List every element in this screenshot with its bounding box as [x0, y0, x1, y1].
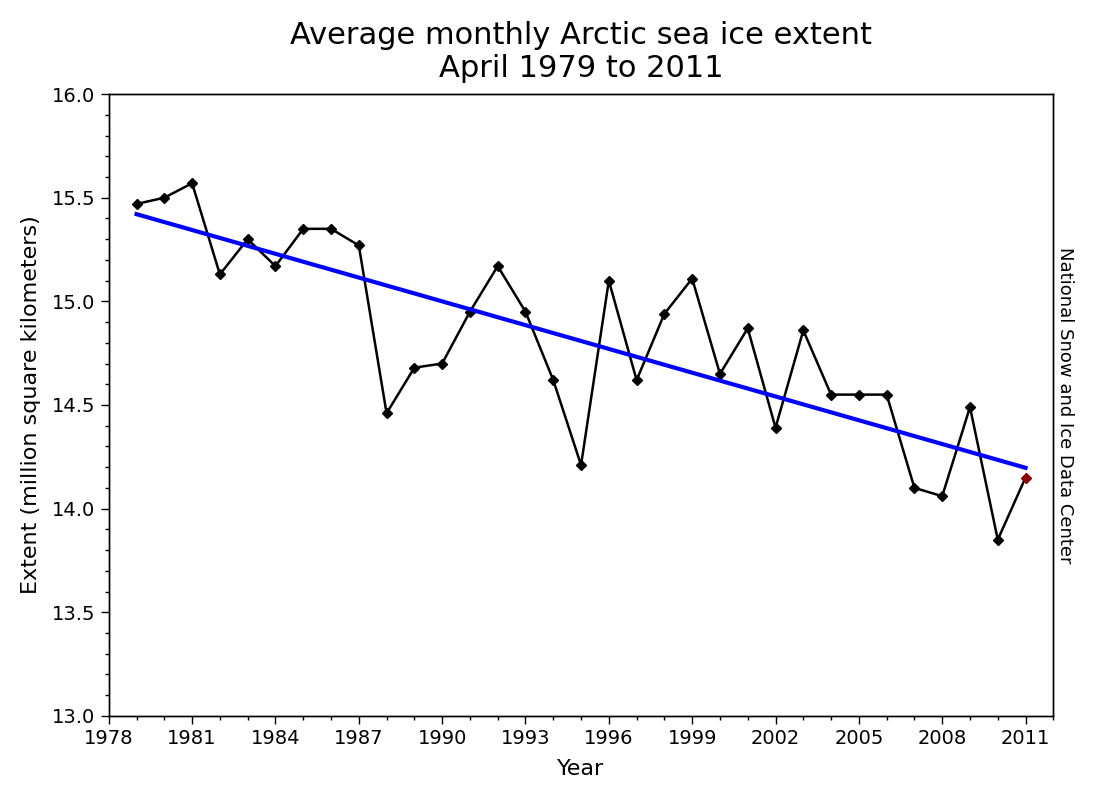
- Y-axis label: National Snow and Ice Data Center: National Snow and Ice Data Center: [1057, 246, 1074, 563]
- X-axis label: Year: Year: [557, 759, 604, 779]
- Y-axis label: Extent (million square kilometers): Extent (million square kilometers): [21, 216, 41, 594]
- Title: Average monthly Arctic sea ice extent
April 1979 to 2011: Average monthly Arctic sea ice extent Ap…: [290, 21, 872, 83]
